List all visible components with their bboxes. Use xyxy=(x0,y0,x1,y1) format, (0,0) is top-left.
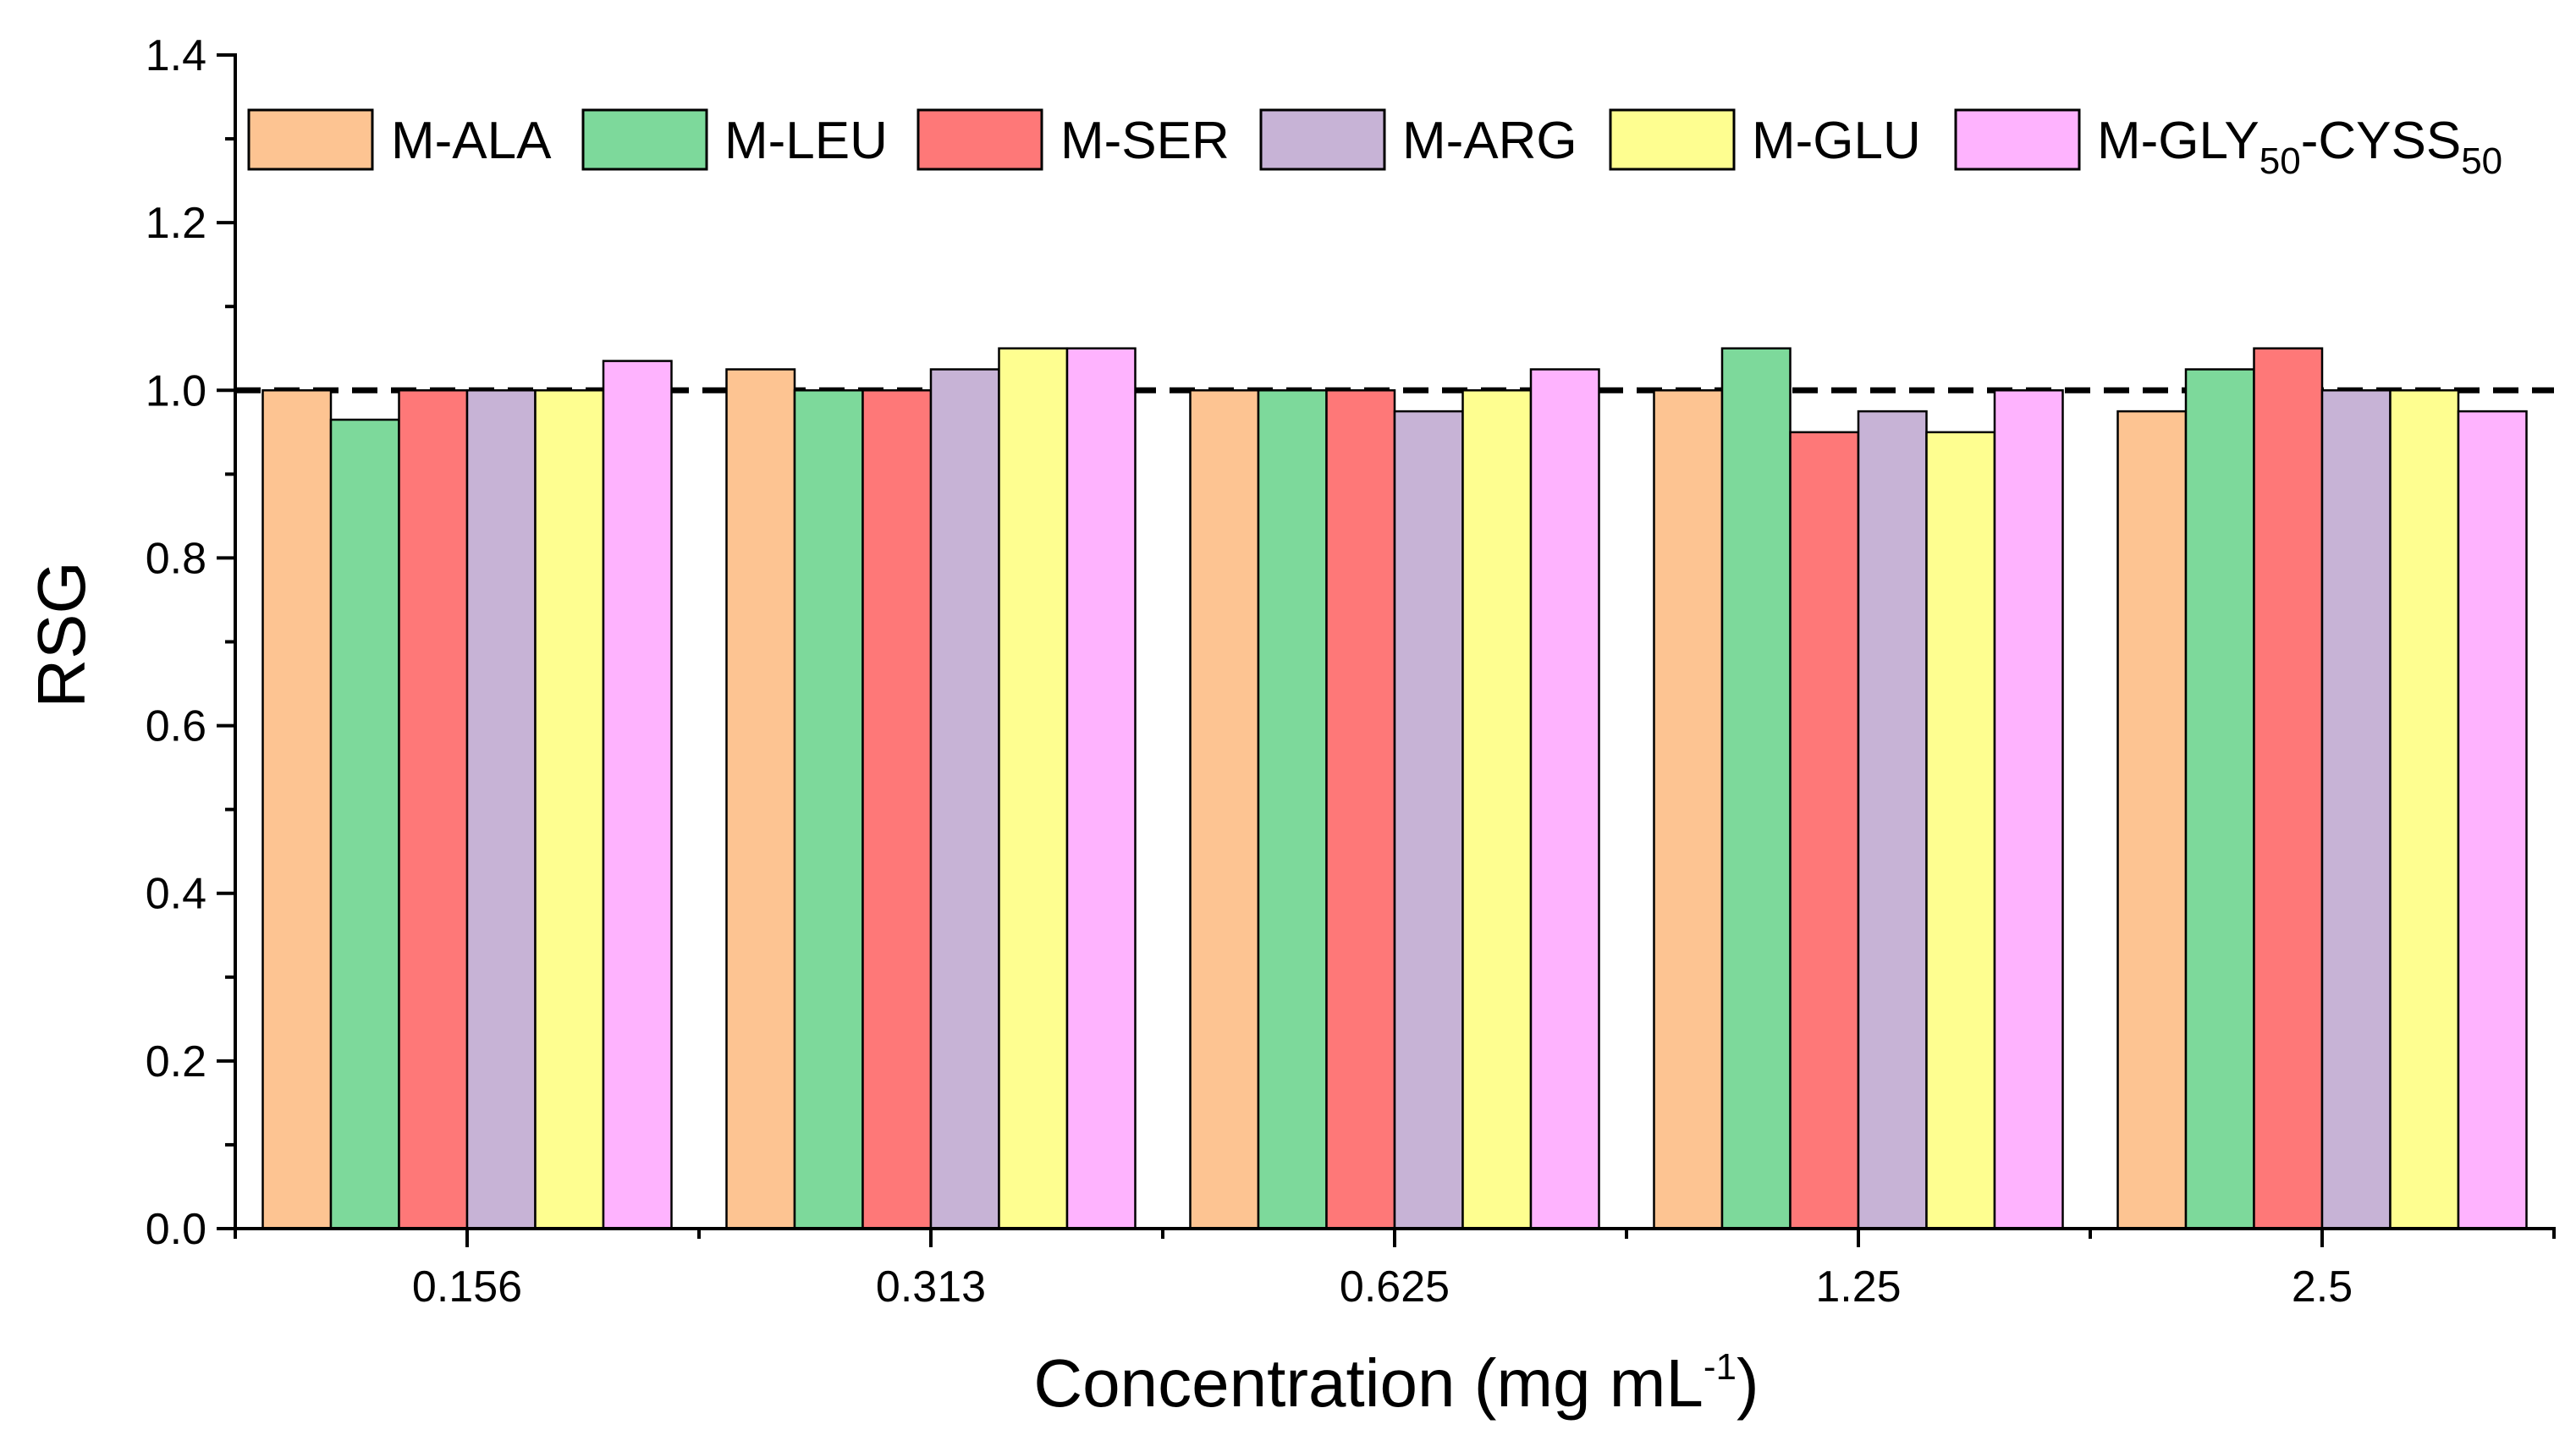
bar-m-ala-1_25 xyxy=(1653,389,1724,1230)
x-axis-title: Concentration (mg mL-1) xyxy=(1033,1345,1759,1421)
bar-m-ala-0_625 xyxy=(1189,389,1260,1230)
bar-m-arg-0_156 xyxy=(465,389,537,1230)
y-tick-label: 0.8 xyxy=(146,534,206,583)
legend-label: M-GLY50-CYSS50 xyxy=(2097,112,2502,182)
y-tick-label: 0.6 xyxy=(146,702,206,751)
y-tick-label: 0.0 xyxy=(146,1205,206,1254)
bar-m-arg-0_313 xyxy=(929,368,1000,1230)
x-tick-label: 2.5 xyxy=(2292,1262,2353,1312)
bar-m-leu-2_5 xyxy=(2184,368,2255,1230)
bar-m-gly50-cyss50-2_5 xyxy=(2457,410,2528,1230)
y-axis-title: RSG xyxy=(24,561,99,707)
bar-m-ser-0_625 xyxy=(1325,389,1396,1230)
x-tick-label: 0.313 xyxy=(876,1262,986,1312)
bar-m-glu-1_25 xyxy=(1925,431,1996,1230)
bars-layer xyxy=(261,347,2528,1230)
bar-m-arg-0_625 xyxy=(1393,410,1464,1230)
legend-label: M-LEU xyxy=(724,112,888,170)
bar-m-ser-1_25 xyxy=(1789,431,1860,1230)
bar-m-ser-2_5 xyxy=(2253,347,2324,1230)
legend-item: M-ALA xyxy=(247,108,552,171)
y-tick-label: 1.2 xyxy=(146,199,206,248)
bar-m-glu-0_625 xyxy=(1461,389,1533,1230)
bar-m-leu-1_25 xyxy=(1720,347,1792,1230)
legend-swatch xyxy=(1259,108,1386,171)
legend-label: M-SER xyxy=(1060,112,1230,170)
bar-m-ala-2_5 xyxy=(2116,410,2188,1230)
legend-item: M-SER xyxy=(916,108,1230,171)
bar-m-arg-2_5 xyxy=(2320,389,2392,1230)
legend-item: M-GLY50-CYSS50 xyxy=(1954,108,2502,182)
legend: M-ALA M-LEU M-SER M-ARG M-GLU M-GLY50-CYSS50 xyxy=(247,108,2502,182)
x-axis-title-superscript: -1 xyxy=(1704,1346,1737,1388)
bar-m-glu-0_313 xyxy=(998,347,1069,1230)
legend-label: M-ARG xyxy=(1402,112,1577,170)
legend-item: M-GLU xyxy=(1609,108,1921,171)
bar-m-ala-0_156 xyxy=(261,389,333,1230)
x-axis-title-suffix: ) xyxy=(1737,1345,1759,1421)
bar-m-gly50-cyss50-0_625 xyxy=(1529,368,1600,1230)
bar-m-ser-0_156 xyxy=(398,389,469,1230)
x-tick-label: 0.156 xyxy=(412,1262,522,1312)
legend-swatch xyxy=(916,108,1043,171)
legend-label: M-GLU xyxy=(1752,112,1921,170)
bar-m-leu-0_625 xyxy=(1257,389,1328,1230)
x-tick-label: 0.625 xyxy=(1340,1262,1450,1312)
bar-m-gly50-cyss50-1_25 xyxy=(1993,389,2064,1230)
bar-m-ala-0_313 xyxy=(725,368,796,1230)
bar-m-arg-1_25 xyxy=(1857,410,1928,1230)
y-tick-label: 1.0 xyxy=(146,366,206,415)
bar-m-glu-2_5 xyxy=(2389,389,2460,1230)
legend-item: M-ARG xyxy=(1259,108,1577,171)
legend-item: M-LEU xyxy=(581,108,888,171)
bar-m-ser-0_313 xyxy=(861,389,933,1230)
legend-swatch xyxy=(1954,108,2081,171)
ticks-layer: 0.0 0.2 0.4 0.6 0.8 1.0 1.2 1.4 0.156 0.313 0.625 1… xyxy=(146,31,2556,1312)
bar-m-gly50-cyss50-0_156 xyxy=(602,360,673,1230)
x-axis-title-main: Concentration (mg mL xyxy=(1033,1345,1703,1421)
x-tick-label: 1.25 xyxy=(1815,1262,1901,1312)
legend-swatch xyxy=(581,108,708,171)
legend-swatch xyxy=(247,108,374,171)
legend-label: M-ALA xyxy=(391,112,552,170)
bar-m-leu-0_156 xyxy=(329,418,400,1230)
y-tick-label: 1.4 xyxy=(146,31,206,80)
y-tick-label: 0.4 xyxy=(146,870,206,919)
bar-m-gly50-cyss50-0_313 xyxy=(1065,347,1137,1230)
y-tick-label: 0.2 xyxy=(146,1037,206,1086)
bar-m-glu-0_156 xyxy=(534,389,605,1230)
legend-swatch xyxy=(1609,108,1736,171)
bar-m-leu-0_313 xyxy=(793,389,864,1230)
